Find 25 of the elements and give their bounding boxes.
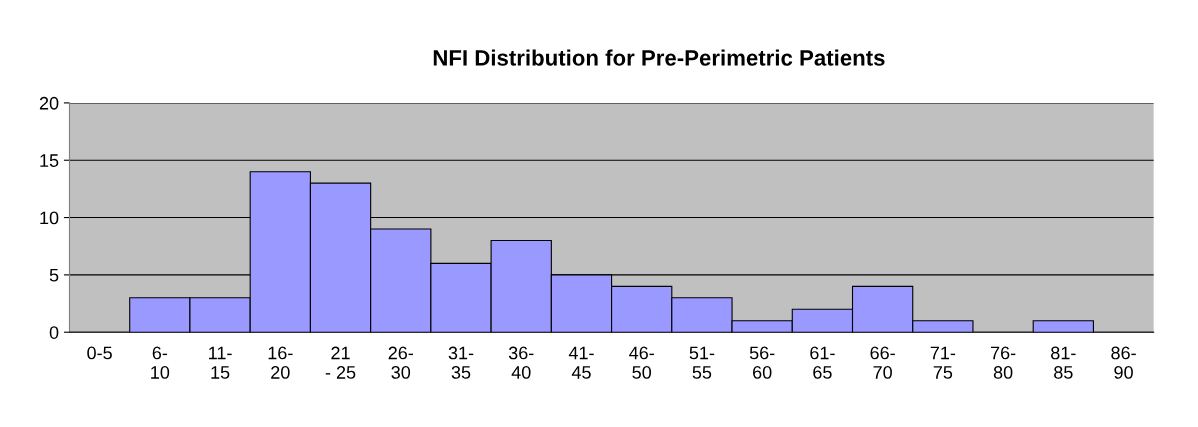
x-tick-label: 86- 90 <box>1111 346 1136 379</box>
x-tick-label: 31- 35 <box>448 346 474 379</box>
y-tick-label: 15 <box>40 154 59 167</box>
bar <box>1032 320 1094 333</box>
x-tick-label: 66- 70 <box>870 346 895 379</box>
chart-title: NFI Distribution for Pre-Perimetric Patients <box>433 49 885 66</box>
y-tick-label: 10 <box>40 211 59 225</box>
y-tick-label: 5 <box>49 269 59 282</box>
x-tick-label: 61- 65 <box>810 346 835 379</box>
x-tick-label: 41- 45 <box>568 346 594 379</box>
x-tick-label: 26- 30 <box>388 346 414 379</box>
x-tick-label: 6- 10 <box>151 346 170 379</box>
y-tick-label: 20 <box>39 96 59 110</box>
x-tick-label: 46- 50 <box>629 346 654 379</box>
x-tick-label: 36- 40 <box>508 346 534 379</box>
x-tick-label: 0-5 <box>87 346 112 360</box>
y-tick-label: 0 <box>49 326 59 339</box>
x-tick-label: 56- 60 <box>749 346 775 379</box>
x-tick-label: 51- 55 <box>689 346 715 379</box>
x-tick-label: 76- 80 <box>990 346 1016 379</box>
x-tick-label: 11- 15 <box>209 346 232 379</box>
x-tick-label: 21 - 25 <box>325 346 356 379</box>
x-tick-label: 16- 20 <box>268 346 293 379</box>
x-tick-label: 81- 85 <box>1051 346 1076 379</box>
x-tick-label: 71- 75 <box>930 346 956 379</box>
